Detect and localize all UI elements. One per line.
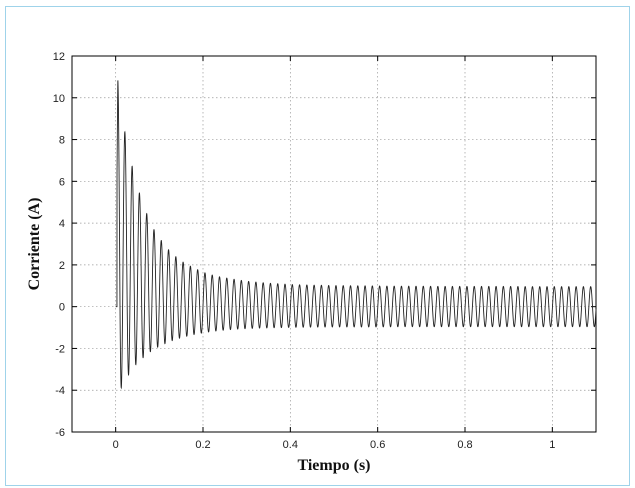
y-tick-label: -6: [55, 427, 65, 439]
y-tick-label: -4: [55, 385, 65, 397]
grid-lines: [72, 55, 596, 433]
axis-ticks: [72, 55, 596, 433]
y-tick-label: 0: [59, 302, 65, 314]
x-axis-label: Tiempo (s): [297, 457, 370, 474]
series-line: [115, 80, 597, 390]
x-tick-label: 0.4: [283, 439, 298, 451]
x-tick-label: 0.2: [195, 439, 210, 451]
y-tick-label: -2: [55, 343, 65, 355]
y-tick-label: 8: [59, 135, 65, 147]
chart-frame: 0 0.2 0.4 0.6 0.8 1 -6 -4 -2 0 2 4 6 8 10 12 Tiempo (s…: [5, 6, 630, 486]
y-tick-label: 2: [59, 260, 65, 272]
y-tick-label: 10: [53, 93, 65, 105]
y-tick-label: 6: [59, 176, 65, 188]
axes-box: [71, 55, 597, 433]
y-tick-labels: -6 -4 -2 0 2 4 6 8 10 12: [53, 51, 65, 439]
x-tick-label: 0.6: [370, 439, 385, 451]
x-tick-label: 1: [549, 439, 555, 451]
x-tick-label: 0.8: [457, 439, 472, 451]
y-tick-label: 4: [59, 218, 65, 230]
y-axis-label: Corriente (A): [26, 198, 43, 291]
x-tick-label: 0: [113, 439, 119, 451]
y-tick-label: 12: [53, 51, 65, 63]
x-tick-labels: 0 0.2 0.4 0.6 0.8 1: [113, 439, 556, 451]
chart-svg: 0 0.2 0.4 0.6 0.8 1 -6 -4 -2 0 2 4 6 8 10 12 Tiempo (s…: [26, 51, 597, 474]
